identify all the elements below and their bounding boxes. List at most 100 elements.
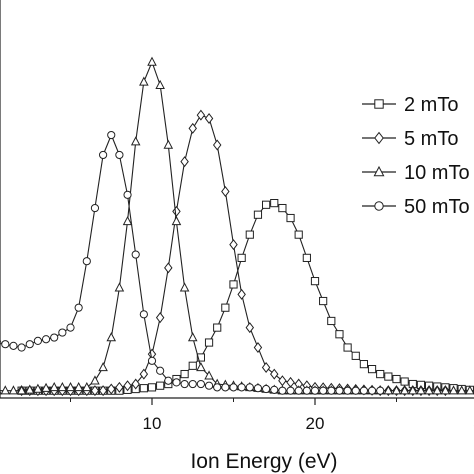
data-point-triangle	[465, 385, 474, 395]
data-point-diamond	[115, 381, 124, 393]
data-point-triangle	[0, 385, 11, 395]
data-point-square	[376, 369, 385, 379]
legend-marker-square	[374, 99, 384, 109]
data-point-triangle	[122, 215, 133, 226]
x-tick-label: 10	[143, 414, 162, 433]
data-point-circle	[180, 379, 189, 389]
x-ticks: 10203	[70, 398, 474, 433]
data-point-circle	[164, 376, 173, 385]
data-point-triangle	[196, 362, 206, 372]
data-point-triangle	[448, 385, 459, 395]
data-point-square	[359, 360, 368, 369]
data-point-circle	[376, 386, 385, 395]
data-point-circle	[90, 203, 100, 213]
data-point-diamond	[188, 122, 197, 134]
data-point-circle	[115, 150, 124, 160]
data-point-triangle	[147, 56, 157, 66]
data-point-square	[310, 277, 320, 286]
data-point-triangle	[41, 382, 51, 392]
data-point-triangle	[383, 385, 394, 395]
data-point-diamond	[261, 361, 271, 373]
data-point-circle	[278, 386, 287, 395]
data-point-diamond	[270, 368, 279, 380]
data-point-square	[188, 361, 197, 370]
data-point-triangle	[179, 282, 190, 292]
data-point-square	[196, 353, 206, 362]
legend: 2 mTo 5 mTo 10 mTo 50 mTo	[362, 94, 470, 218]
data-point-circle	[41, 335, 51, 344]
data-point-square	[221, 303, 230, 312]
legend-item: 2 mTo	[362, 94, 458, 116]
data-point-triangle	[416, 385, 426, 395]
data-point-diamond	[155, 312, 165, 324]
data-point-triangle	[204, 370, 214, 380]
data-point-circle	[188, 379, 197, 389]
data-point-circle	[9, 341, 18, 350]
data-point-diamond	[212, 139, 222, 151]
data-point-triangle	[432, 385, 443, 395]
data-point-square	[270, 199, 279, 208]
data-point-triangle	[98, 362, 108, 372]
data-point-square	[400, 377, 409, 386]
data-point-circle	[335, 386, 344, 395]
data-point-triangle	[33, 383, 43, 393]
data-point-circle	[343, 386, 352, 395]
x-tick-label: 20	[306, 414, 325, 433]
data-point-triangle	[408, 385, 418, 395]
data-point-square	[147, 383, 157, 392]
data-point-triangle	[90, 375, 100, 385]
data-point-circle	[147, 356, 157, 365]
data-point-triangle	[440, 385, 451, 395]
legend-label: 2 mTo	[404, 94, 458, 116]
data-point-triangle	[82, 381, 92, 392]
legend-item: 5 mTo	[362, 128, 458, 150]
data-point-square	[253, 210, 263, 219]
data-point-square	[156, 381, 165, 390]
data-point-circle	[0, 339, 2, 346]
data-point-circle	[1, 340, 10, 349]
data-point-circle	[139, 310, 148, 319]
legend-label: 5 mTo	[404, 128, 458, 150]
data-point-triangle	[16, 385, 27, 395]
data-point-circle	[131, 250, 140, 259]
data-point-circle	[229, 383, 238, 392]
data-point-square	[319, 296, 328, 306]
data-point-diamond	[245, 322, 255, 334]
data-point-diamond	[90, 385, 100, 397]
data-point-circle	[156, 366, 165, 375]
data-point-circle	[319, 386, 328, 395]
data-point-diamond	[164, 262, 173, 274]
data-point-circle	[237, 383, 246, 392]
axes	[0, 0, 474, 399]
data-point-circle	[270, 385, 279, 394]
data-point-diamond	[196, 109, 206, 121]
data-point-circle	[245, 383, 254, 392]
data-point-square	[335, 330, 344, 339]
data-point-square	[245, 230, 254, 239]
legend-item: 10 mTo	[362, 162, 470, 184]
data-point-circle	[107, 130, 116, 140]
data-point-triangle	[424, 385, 434, 395]
data-point-circle	[123, 190, 132, 199]
data-point-diamond	[204, 112, 214, 124]
data-point-diamond	[131, 378, 140, 390]
legend-marker-diamond	[374, 131, 384, 145]
data-point-circle	[359, 386, 368, 395]
data-point-diamond	[180, 156, 189, 168]
data-point-circle	[82, 257, 91, 266]
x-axis-title: Ion Energy (eV)	[190, 450, 337, 473]
data-point-diamond	[123, 380, 132, 392]
data-point-triangle	[139, 76, 149, 86]
data-point-circle	[25, 340, 34, 349]
data-point-circle	[58, 328, 67, 337]
data-point-triangle	[171, 215, 182, 226]
data-point-square	[351, 351, 360, 360]
data-point-diamond	[107, 383, 116, 395]
data-point-circle	[17, 343, 26, 352]
data-point-triangle	[456, 385, 467, 395]
data-point-triangle	[24, 384, 35, 394]
data-point-square	[262, 200, 271, 209]
data-point-circle	[367, 386, 377, 395]
